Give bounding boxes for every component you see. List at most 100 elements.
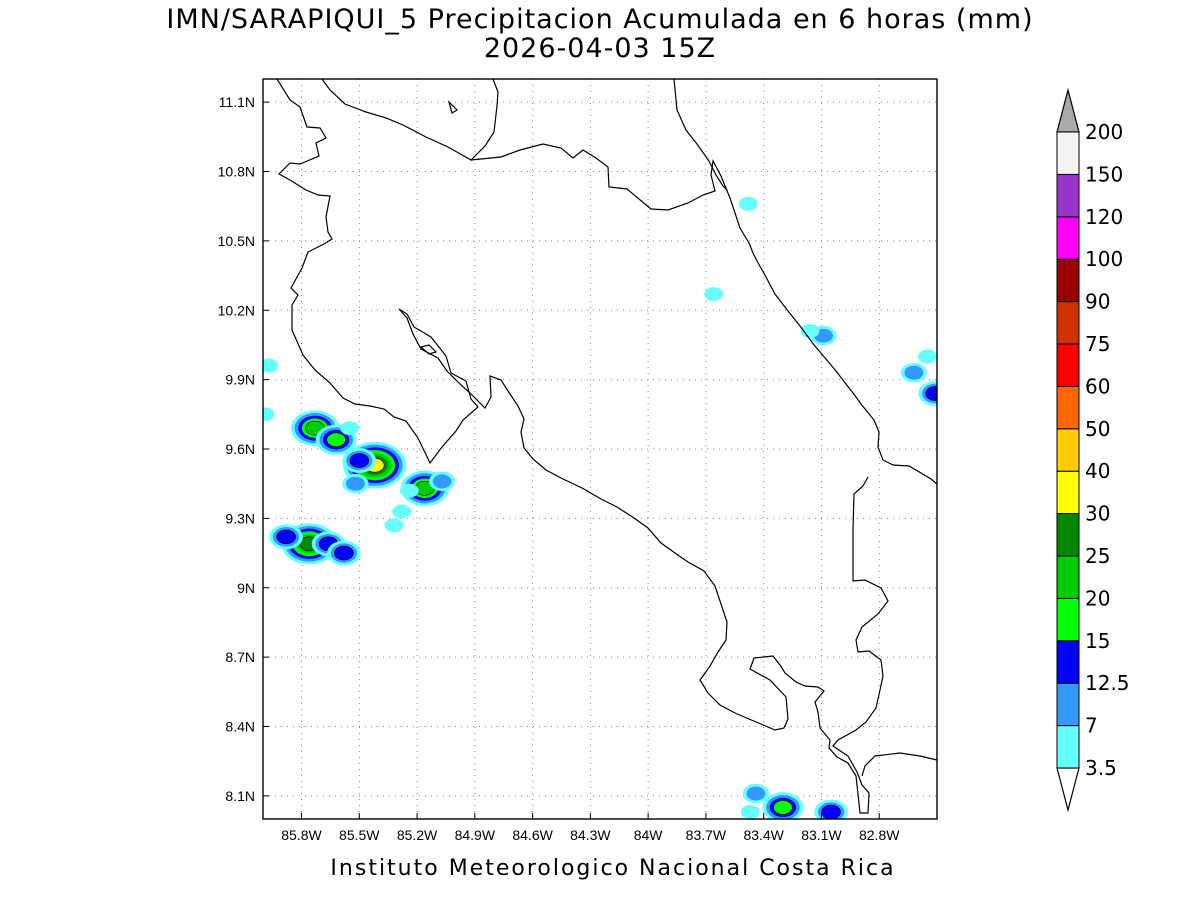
colorbar-level-label: 25 — [1085, 544, 1110, 568]
colorbar-lower-arrow — [1056, 767, 1080, 813]
map-title: IMN/SARAPIQUI_5 Precipitacion Acumulada … — [166, 4, 1034, 35]
colorbar-level-label: 100 — [1085, 247, 1123, 271]
colorbar-level-label: 50 — [1085, 417, 1110, 441]
precip-cell — [399, 483, 419, 498]
lon-tick-label: 84W — [634, 827, 664, 843]
precip-contour — [773, 800, 793, 815]
lon-tick-label: 82.8W — [859, 827, 900, 843]
precip-cell — [917, 349, 937, 364]
footer-credit: Instituto Meteorologico Nacional Costa R… — [330, 856, 896, 881]
colorbar-box — [1056, 385, 1080, 430]
colorbar-box — [1056, 640, 1080, 684]
precip-cell — [740, 805, 760, 819]
precip-cell — [742, 783, 770, 804]
colorbar-box — [1056, 470, 1080, 515]
pacific-coastline — [276, 79, 889, 814]
lat-tick-label: 9.3N — [225, 510, 255, 526]
lake-island — [447, 99, 458, 114]
lat-tick-label: 9N — [237, 580, 255, 596]
precip-cell — [263, 358, 279, 373]
precip-contour — [740, 805, 760, 819]
colorbar-box — [1056, 725, 1080, 769]
lon-tick-label: 83.4W — [743, 827, 784, 843]
precip-contour — [346, 476, 365, 491]
lat-lon-grid — [263, 79, 937, 819]
axis-tick-labels: 85.8W 85.5W 85.2W 84.9W 84.6W 84.3W 84W 83.7W 83… — [218, 94, 901, 843]
lon-tick-label: 85.8W — [281, 827, 322, 843]
lake-nicaragua-shoreline — [321, 79, 499, 161]
lon-tick-label: 83.7W — [686, 827, 727, 843]
colorbar-level-label: 150 — [1085, 162, 1123, 186]
colorbar-box — [1056, 682, 1080, 727]
precip-contour — [326, 432, 346, 448]
precip-cell — [900, 362, 928, 383]
lat-tick-label: 8.4N — [225, 719, 255, 735]
colorbar-box — [1056, 555, 1080, 599]
lat-tick-label: 11.1N — [219, 94, 255, 110]
colorbar-box — [1056, 343, 1080, 387]
precip-contour — [800, 324, 820, 339]
precip-contour — [917, 349, 937, 364]
precip-contour — [263, 407, 275, 422]
precip-contour — [904, 365, 924, 380]
colorbar-upper-arrow — [1056, 87, 1080, 133]
precip-contour — [432, 474, 452, 489]
precip-contour — [349, 453, 370, 468]
precip-contour — [746, 786, 766, 801]
precip-cell — [738, 196, 758, 211]
nicaragua-caribbean-coast — [673, 79, 728, 191]
precip-contour — [821, 804, 841, 819]
colorbar-level-label: 40 — [1085, 459, 1110, 483]
gulf-island — [419, 344, 438, 355]
colorbar-level-label: 7 — [1085, 714, 1098, 738]
lat-tick-label: 8.1N — [225, 788, 255, 804]
colorbar-box — [1056, 301, 1080, 345]
precipitation-layer — [263, 196, 937, 819]
precip-contour — [334, 545, 354, 561]
colorbar-box — [1056, 513, 1080, 557]
precip-contour — [399, 483, 419, 498]
lon-tick-label: 84.3W — [570, 827, 611, 843]
precip-cell — [342, 448, 377, 473]
lat-tick-label: 10.8N — [218, 164, 255, 180]
colorbar-level-label: 30 — [1085, 502, 1110, 526]
precip-cell — [800, 324, 820, 339]
precip-cell — [340, 421, 360, 436]
colorbar-box — [1056, 173, 1080, 218]
colorbar-box — [1056, 216, 1080, 260]
precip-cell — [263, 407, 275, 422]
caribbean-coastline — [470, 143, 937, 485]
lat-tick-label: 10.5N — [218, 233, 255, 249]
precip-cell — [814, 799, 848, 819]
precip-cell — [428, 471, 456, 492]
lat-tick-label: 9.6N — [225, 441, 255, 457]
precip-cell — [269, 524, 303, 550]
colorbar-level-label: 12.5 — [1085, 671, 1130, 695]
lon-tick-label: 84.9W — [455, 827, 496, 843]
lon-tick-label: 84.6W — [512, 827, 553, 843]
colorbar-box — [1056, 597, 1080, 642]
precip-cell — [342, 473, 369, 494]
precip-contour — [263, 358, 279, 373]
lon-tick-label: 85.2W — [397, 827, 438, 843]
lon-tick-label: 83.1W — [801, 827, 842, 843]
colorbar-box — [1056, 131, 1080, 175]
colorbar-box — [1056, 428, 1080, 472]
precip-cell — [762, 792, 804, 819]
precip-contour — [392, 504, 412, 519]
colorbar-level-label: 60 — [1085, 374, 1110, 398]
precip-contour — [704, 287, 724, 302]
lat-tick-label: 9.9N — [225, 372, 255, 388]
colorbar-box — [1056, 258, 1080, 303]
precip-cell — [704, 287, 724, 302]
colorbar-level-label: 200 — [1085, 120, 1123, 144]
colorbar-level-label: 90 — [1085, 290, 1110, 314]
colorbar-level-label: 3.5 — [1085, 756, 1117, 780]
precip-cell — [918, 381, 937, 406]
precip-contour — [384, 518, 404, 533]
precip-cell — [384, 518, 404, 533]
precip-cell — [327, 540, 361, 566]
lat-tick-label: 10.2N — [218, 302, 255, 318]
colorbar-level-label: 120 — [1085, 205, 1123, 229]
